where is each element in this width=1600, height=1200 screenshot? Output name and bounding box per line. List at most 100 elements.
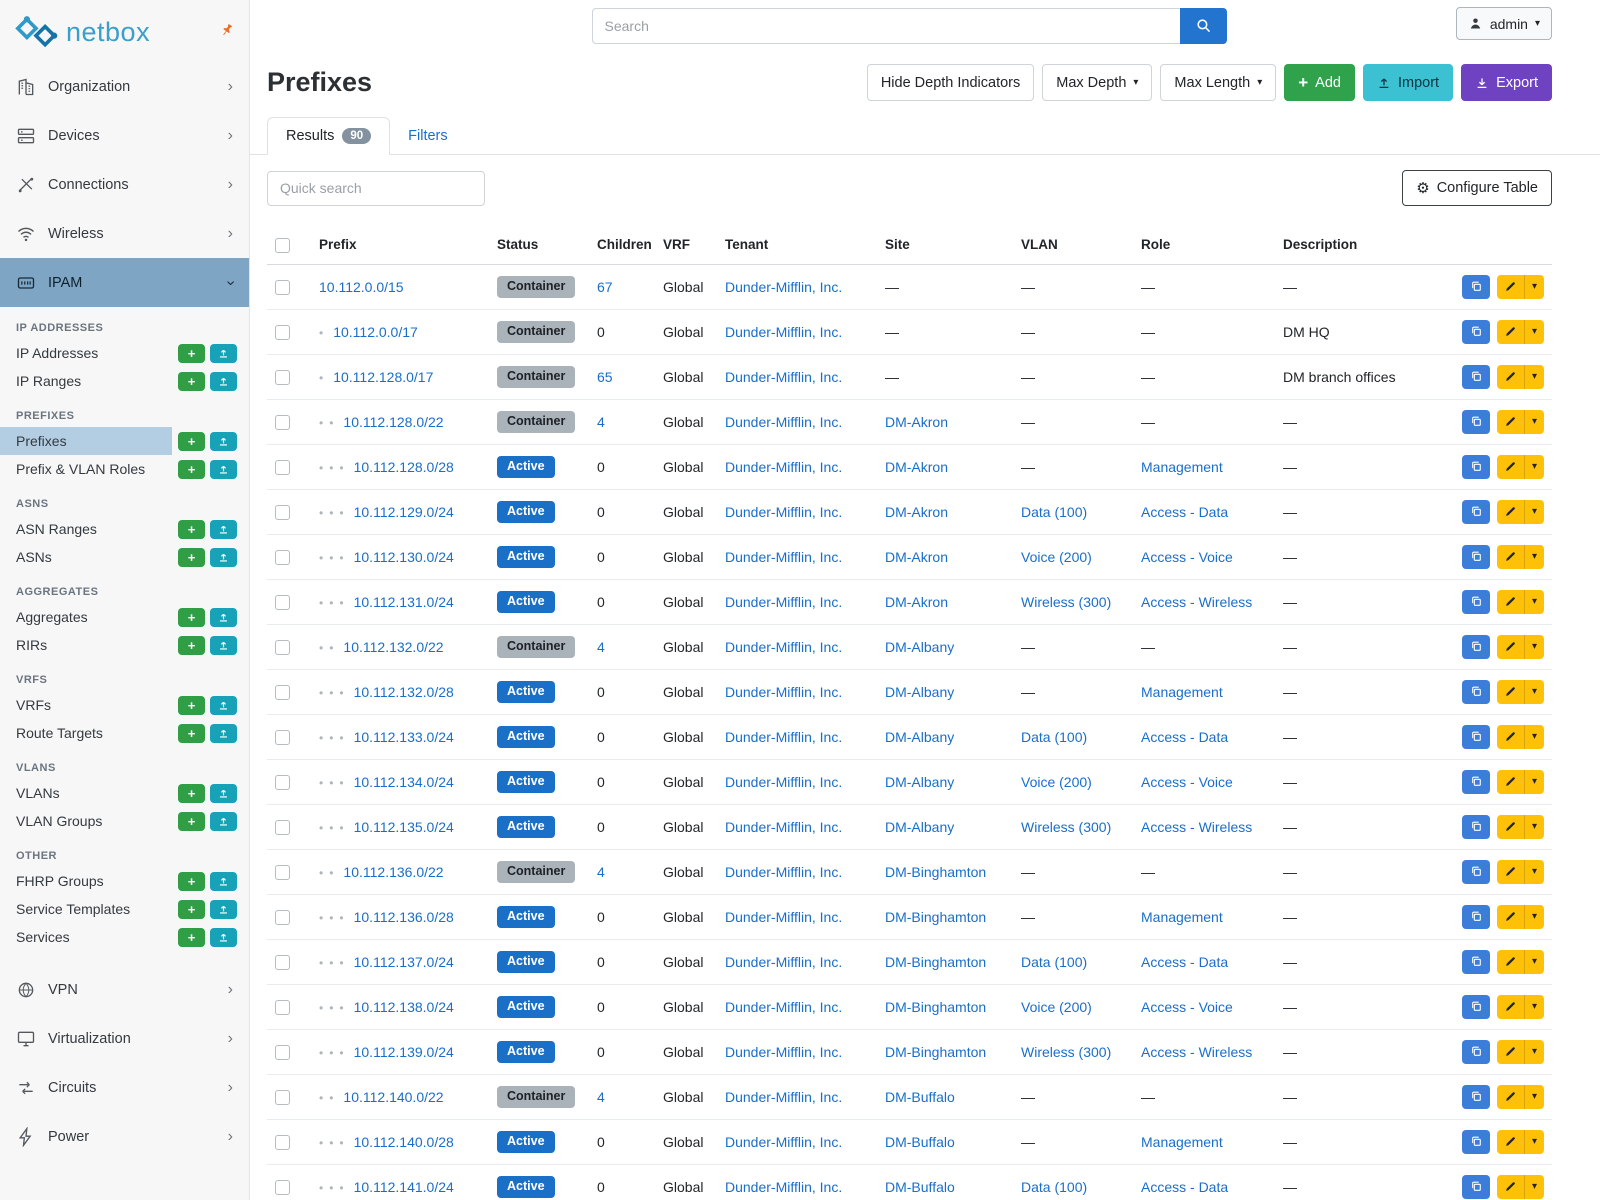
- row-actions-dropdown[interactable]: ▾: [1524, 274, 1544, 299]
- import-button[interactable]: [210, 547, 237, 567]
- edit-button[interactable]: [1497, 904, 1524, 929]
- add-button[interactable]: +: [178, 607, 205, 627]
- tenant-link[interactable]: Dunder-Mifflin, Inc.: [725, 458, 843, 475]
- tenant-link[interactable]: Dunder-Mifflin, Inc.: [725, 863, 843, 880]
- quick-search-input[interactable]: [267, 170, 485, 206]
- row-checkbox[interactable]: [275, 505, 290, 521]
- edit-button[interactable]: [1497, 679, 1524, 704]
- prefix-link[interactable]: 10.112.136.0/28: [353, 908, 454, 925]
- sidebar-item-vlan-groups[interactable]: VLAN Groups +: [0, 807, 249, 835]
- edit-button[interactable]: [1497, 634, 1524, 659]
- sidebar-item-virtualization[interactable]: Virtualization ›: [0, 1014, 249, 1063]
- tenant-link[interactable]: Dunder-Mifflin, Inc.: [725, 1043, 843, 1060]
- tenant-link[interactable]: Dunder-Mifflin, Inc.: [725, 1133, 843, 1150]
- sidebar-item-prefixes[interactable]: Prefixes +: [0, 427, 249, 455]
- vlan-link[interactable]: Wireless (300): [1021, 593, 1112, 610]
- site-link[interactable]: DM-Albany: [885, 773, 955, 790]
- clone-button[interactable]: [1462, 724, 1490, 749]
- site-link[interactable]: DM-Albany: [885, 638, 955, 655]
- sidebar-item-vlans[interactable]: VLANs +: [0, 779, 249, 807]
- role-link[interactable]: Access - Wireless: [1141, 1043, 1253, 1060]
- row-checkbox[interactable]: [275, 1180, 290, 1196]
- role-link[interactable]: Management: [1141, 683, 1223, 700]
- role-link[interactable]: Management: [1141, 458, 1223, 475]
- add-button[interactable]: +: [178, 547, 205, 567]
- clone-button[interactable]: [1462, 1174, 1490, 1199]
- clone-button[interactable]: [1462, 994, 1490, 1019]
- sidebar-item-asn-ranges[interactable]: ASN Ranges +: [0, 515, 249, 543]
- pin-icon[interactable]: [219, 22, 235, 38]
- sidebar-item-fhrp-groups[interactable]: FHRP Groups +: [0, 867, 249, 895]
- prefix-link[interactable]: 10.112.129.0/24: [353, 503, 454, 520]
- prefix-link[interactable]: 10.112.134.0/24: [353, 773, 454, 790]
- prefix-link[interactable]: 10.112.128.0/28: [353, 458, 454, 475]
- edit-button[interactable]: [1497, 1039, 1524, 1064]
- netbox-logo[interactable]: netbox: [0, 0, 249, 62]
- site-link[interactable]: DM-Buffalo: [885, 1178, 955, 1195]
- row-actions-dropdown[interactable]: ▾: [1524, 1039, 1544, 1064]
- site-link[interactable]: DM-Binghamton: [885, 953, 987, 970]
- row-actions-dropdown[interactable]: ▾: [1524, 904, 1544, 929]
- add-button[interactable]: +: [178, 811, 205, 831]
- tenant-link[interactable]: Dunder-Mifflin, Inc.: [725, 548, 843, 565]
- clone-button[interactable]: [1462, 364, 1490, 389]
- sidebar-item-asns[interactable]: ASNs +: [0, 543, 249, 571]
- select-all-checkbox[interactable]: [275, 237, 290, 253]
- row-checkbox[interactable]: [275, 955, 290, 971]
- prefix-link[interactable]: 10.112.137.0/24: [353, 953, 454, 970]
- tenant-link[interactable]: Dunder-Mifflin, Inc.: [725, 998, 843, 1015]
- children-link[interactable]: 65: [597, 368, 613, 385]
- role-link[interactable]: Access - Data: [1141, 503, 1229, 520]
- add-button[interactable]: +: [178, 871, 205, 891]
- prefix-link[interactable]: 10.112.130.0/24: [353, 548, 454, 565]
- row-checkbox[interactable]: [275, 910, 290, 926]
- prefix-link[interactable]: 10.112.139.0/24: [353, 1043, 454, 1060]
- import-button[interactable]: [210, 371, 237, 391]
- clone-button[interactable]: [1462, 814, 1490, 839]
- edit-button[interactable]: [1497, 1174, 1524, 1199]
- row-checkbox[interactable]: [275, 1045, 290, 1061]
- site-link[interactable]: DM-Binghamton: [885, 998, 987, 1015]
- add-button[interactable]: +: [178, 899, 205, 919]
- site-link[interactable]: DM-Albany: [885, 818, 955, 835]
- sidebar-item-wireless[interactable]: Wireless ›: [0, 209, 249, 258]
- row-actions-dropdown[interactable]: ▾: [1524, 364, 1544, 389]
- row-actions-dropdown[interactable]: ▾: [1524, 589, 1544, 614]
- add-button[interactable]: +: [178, 783, 205, 803]
- site-link[interactable]: DM-Akron: [885, 548, 949, 565]
- prefix-link[interactable]: 10.112.138.0/24: [353, 998, 454, 1015]
- sidebar-item-route-targets[interactable]: Route Targets +: [0, 719, 249, 747]
- site-link[interactable]: DM-Akron: [885, 503, 949, 520]
- prefix-link[interactable]: 10.112.135.0/24: [353, 818, 454, 835]
- edit-button[interactable]: [1497, 319, 1524, 344]
- tenant-link[interactable]: Dunder-Mifflin, Inc.: [725, 728, 843, 745]
- role-link[interactable]: Access - Data: [1141, 728, 1229, 745]
- clone-button[interactable]: [1462, 859, 1490, 884]
- children-link[interactable]: 67: [597, 278, 613, 295]
- column-header-site[interactable]: Site: [877, 226, 1013, 265]
- role-link[interactable]: Management: [1141, 1133, 1223, 1150]
- tenant-link[interactable]: Dunder-Mifflin, Inc.: [725, 638, 843, 655]
- vlan-link[interactable]: Voice (200): [1021, 998, 1092, 1015]
- vlan-link[interactable]: Voice (200): [1021, 773, 1092, 790]
- tenant-link[interactable]: Dunder-Mifflin, Inc.: [725, 908, 843, 925]
- role-link[interactable]: Management: [1141, 908, 1223, 925]
- configure-table-button[interactable]: ⚙ Configure Table: [1402, 170, 1552, 206]
- clone-button[interactable]: [1462, 904, 1490, 929]
- edit-button[interactable]: [1497, 409, 1524, 434]
- row-checkbox[interactable]: [275, 1135, 290, 1151]
- row-checkbox[interactable]: [275, 595, 290, 611]
- vlan-link[interactable]: Data (100): [1021, 953, 1088, 970]
- clone-button[interactable]: [1462, 949, 1490, 974]
- add-button[interactable]: +: [178, 695, 205, 715]
- edit-button[interactable]: [1497, 994, 1524, 1019]
- role-link[interactable]: Access - Voice: [1141, 548, 1233, 565]
- prefix-link[interactable]: 10.112.141.0/24: [353, 1178, 454, 1195]
- row-checkbox[interactable]: [275, 865, 290, 881]
- user-menu-button[interactable]: admin ▾: [1455, 7, 1552, 40]
- add-button[interactable]: +: [178, 459, 205, 479]
- tab-results[interactable]: Results 90: [267, 117, 391, 155]
- edit-button[interactable]: [1497, 499, 1524, 524]
- hide-depth-indicators-button[interactable]: Hide Depth Indicators: [866, 64, 1035, 101]
- row-checkbox[interactable]: [275, 1090, 290, 1106]
